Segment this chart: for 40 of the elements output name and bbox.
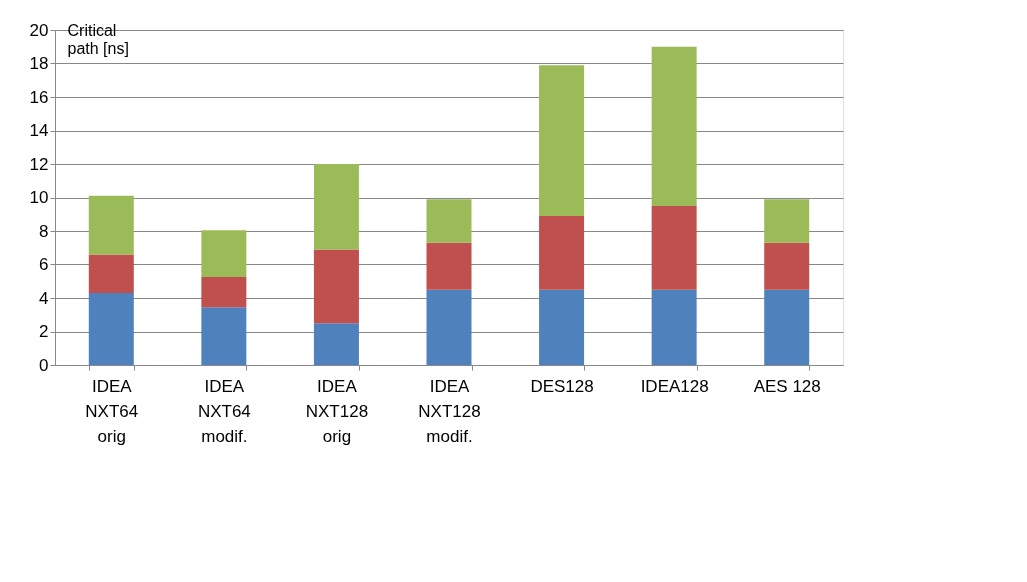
y-tick-label: 10 [29,188,49,207]
bar [764,199,810,243]
y-tick-label: 6 [39,255,49,274]
y-tick-label: 18 [29,54,49,73]
bar [651,205,697,290]
y-tick-label: 4 [39,288,49,308]
bar [88,195,134,255]
x-tick-label: AES 128 [753,376,821,396]
y-tick-label: 14 [29,121,49,140]
bar [426,199,472,243]
x-tick-label: IDEA NXT64 modif. [197,376,251,446]
bar [201,230,247,278]
y-tick-label: 0 [39,355,49,375]
y-tick-label: 16 [29,87,49,107]
bar [764,289,810,365]
bar [313,323,359,365]
x-tick-label: IDEA128 [640,376,709,396]
x-tick-label: IDEA NXT128 orig [305,376,369,446]
y-tick-label: 2 [39,322,49,341]
bar [88,292,134,365]
bar [313,249,359,324]
y-axis-title: Critical path [ns] [67,21,129,57]
bar [764,242,810,290]
bar [539,65,585,216]
bar [651,46,697,206]
bar [539,215,585,290]
y-tick-label: 8 [39,221,49,241]
y-tick-label: 20 [29,20,49,40]
bar [539,289,585,365]
bar [426,289,472,365]
x-tick-label: IDEA NXT128 modif. [418,376,481,446]
bar [313,164,359,250]
bar [201,307,247,365]
x-tick-label: IDEA NXT64 orig [85,376,139,446]
bar [201,277,247,308]
bar [426,242,472,290]
x-tick-label: DES128 [530,376,594,396]
y-tick-label: 12 [29,154,49,174]
bar [651,289,697,365]
bar [88,254,134,293]
